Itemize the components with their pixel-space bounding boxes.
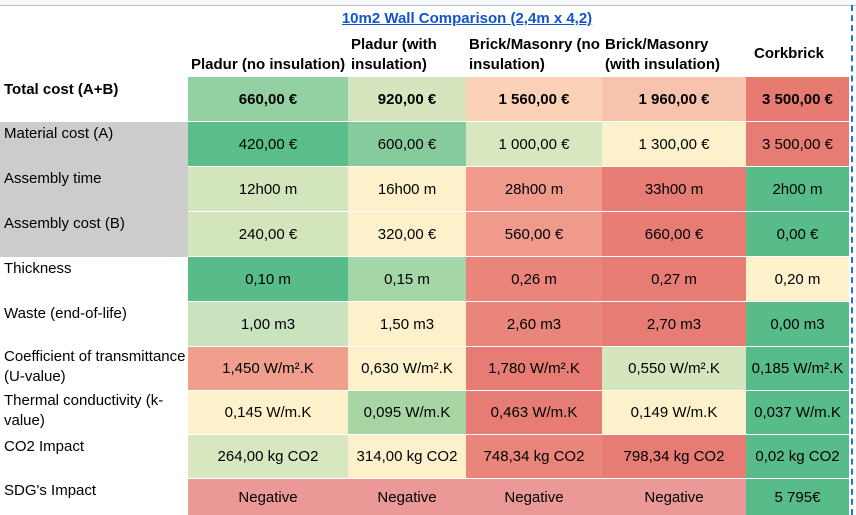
- table-cell[interactable]: 264,00 kg CO2: [188, 435, 348, 478]
- row-divider: [188, 346, 746, 347]
- table-cell[interactable]: 0,095 W/m.K: [348, 391, 466, 434]
- column-header-pladur-with-insulation[interactable]: Pladur (with insulation): [351, 36, 437, 73]
- table-cell[interactable]: 0,145 W/m.K: [188, 391, 348, 434]
- row-label[interactable]: Assembly time: [4, 170, 102, 187]
- column-header-pladur-no-insulation[interactable]: Pladur (no insulation): [191, 56, 346, 73]
- column-letter-e[interactable]: E: [672, 0, 676, 2]
- row-divider: [188, 434, 746, 435]
- row-divider: [188, 121, 746, 122]
- row-divider: [188, 166, 746, 167]
- column-header-corkbrick[interactable]: Corkbrick: [753, 45, 825, 62]
- column-letter-c[interactable]: C: [405, 0, 409, 2]
- table-cell[interactable]: 0,037 W/m.K: [746, 391, 849, 434]
- table-cell[interactable]: 3 500,00 €: [746, 77, 849, 121]
- row-label[interactable]: Waste (end-of-life): [4, 305, 127, 322]
- row-label[interactable]: Coefficient of transmittance (U-value): [4, 348, 186, 385]
- table-cell[interactable]: 1,780 W/m².K: [466, 347, 602, 390]
- table-cell[interactable]: Negative: [348, 479, 466, 515]
- column-letter-f[interactable]: F: [798, 0, 802, 2]
- table-cell[interactable]: 0,02 kg CO2: [746, 435, 849, 478]
- table-cell[interactable]: 2,70 m3: [602, 302, 746, 346]
- table-cell[interactable]: 2,60 m3: [466, 302, 602, 346]
- table-cell[interactable]: 1 960,00 €: [602, 77, 746, 121]
- table-cell[interactable]: 240,00 €: [188, 212, 348, 256]
- table-cell[interactable]: 12h00 m: [188, 167, 348, 211]
- selection-border: [851, 5, 853, 515]
- row-divider: [188, 478, 746, 479]
- table-cell[interactable]: 1 560,00 €: [466, 77, 602, 121]
- row-label[interactable]: Material cost (A): [4, 125, 114, 142]
- row-label[interactable]: Total cost (A+B): [4, 81, 119, 98]
- table-cell[interactable]: 0,20 m: [746, 257, 849, 301]
- row-label[interactable]: SDG's Impact: [4, 482, 97, 499]
- table-cell[interactable]: 0,149 W/m.K: [602, 391, 746, 434]
- table-cell[interactable]: 3 500,00 €: [746, 122, 849, 166]
- table-cell[interactable]: 420,00 €: [188, 122, 348, 166]
- table-cell[interactable]: 600,00 €: [348, 122, 466, 166]
- table-cell[interactable]: 320,00 €: [348, 212, 466, 256]
- table-cell[interactable]: Negative: [188, 479, 348, 515]
- table-cell[interactable]: 0,26 m: [466, 257, 602, 301]
- row-label[interactable]: Thickness: [4, 260, 72, 277]
- table-cell[interactable]: 16h00 m: [348, 167, 466, 211]
- row-label[interactable]: Thermal conductivity (k-value): [4, 392, 164, 429]
- table-cell[interactable]: 920,00 €: [348, 77, 466, 121]
- column-header-brick-with-insulation[interactable]: Brick/Masonry (with insulation): [605, 36, 720, 73]
- table-cell[interactable]: 748,34 kg CO2: [466, 435, 602, 478]
- table-cell[interactable]: 28h00 m: [466, 167, 602, 211]
- table-cell[interactable]: 0,185 W/m².K: [746, 347, 849, 390]
- row-divider: [188, 390, 746, 391]
- table-cell[interactable]: 0,27 m: [602, 257, 746, 301]
- table-cell[interactable]: 0,630 W/m².K: [348, 347, 466, 390]
- column-letter-d[interactable]: D: [532, 0, 536, 2]
- grey-label-block: [0, 122, 188, 257]
- table-cell[interactable]: 560,00 €: [466, 212, 602, 256]
- table-cell[interactable]: 0,463 W/m.K: [466, 391, 602, 434]
- table-cell[interactable]: 798,34 kg CO2: [602, 435, 746, 478]
- table-cell[interactable]: 5 795€: [746, 479, 849, 515]
- table-cell[interactable]: 1 300,00 €: [602, 122, 746, 166]
- row-label[interactable]: Assembly cost (B): [4, 215, 125, 232]
- row-divider: [188, 256, 746, 257]
- column-header-brick-no-insulation[interactable]: Brick/Masonry (no insulation): [469, 36, 600, 73]
- table-cell[interactable]: 0,00 m3: [746, 302, 849, 346]
- table-cell[interactable]: 0,00 €: [746, 212, 849, 256]
- table-cell[interactable]: 2h00 m: [746, 167, 849, 211]
- table-cell[interactable]: 1,450 W/m².K: [188, 347, 348, 390]
- table-cell[interactable]: Negative: [602, 479, 746, 515]
- row-divider: [188, 211, 746, 212]
- table-cell[interactable]: 33h00 m: [602, 167, 746, 211]
- table-cell[interactable]: 1 000,00 €: [466, 122, 602, 166]
- table-cell[interactable]: 314,00 kg CO2: [348, 435, 466, 478]
- table-cell[interactable]: 0,550 W/m².K: [602, 347, 746, 390]
- sheet-title-link[interactable]: 10m2 Wall Comparison (2,4m x 4,2): [341, 10, 593, 27]
- table-cell[interactable]: 660,00 €: [188, 77, 348, 121]
- table-cell[interactable]: 0,10 m: [188, 257, 348, 301]
- table-cell[interactable]: 660,00 €: [602, 212, 746, 256]
- column-letter-b[interactable]: B: [265, 0, 269, 2]
- row-label[interactable]: CO2 Impact: [4, 438, 85, 455]
- row-divider: [188, 301, 746, 302]
- column-header-bar[interactable]: A B C D E F: [0, 0, 856, 6]
- table-cell[interactable]: 1,00 m3: [188, 302, 348, 346]
- table-cell[interactable]: Negative: [466, 479, 602, 515]
- table-cell[interactable]: 0,15 m: [348, 257, 466, 301]
- column-letter-a[interactable]: A: [93, 0, 97, 2]
- table-cell[interactable]: 1,50 m3: [348, 302, 466, 346]
